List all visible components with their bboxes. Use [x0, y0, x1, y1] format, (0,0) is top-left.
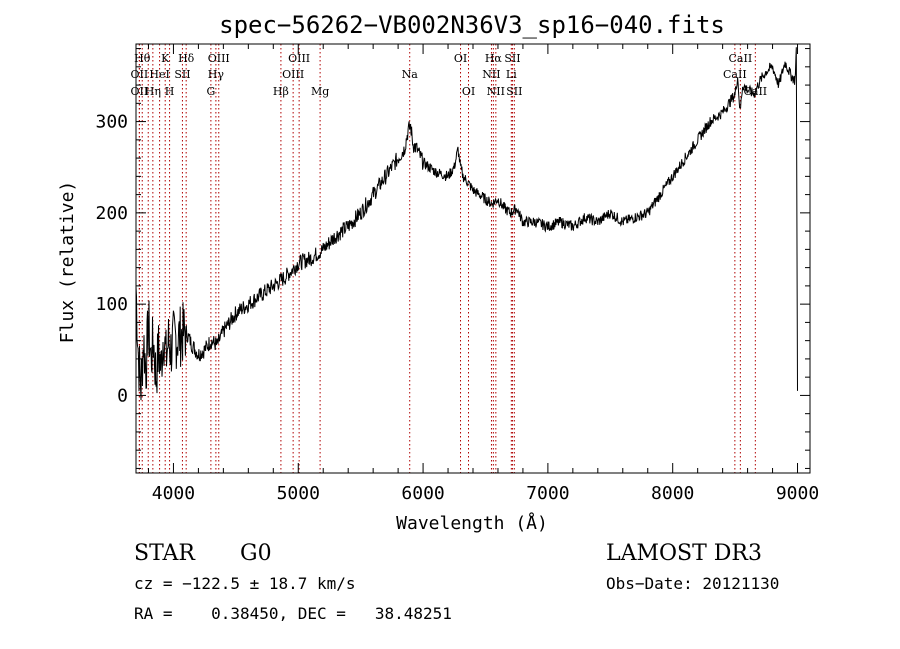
line-label: OIII: [208, 52, 230, 65]
spectral-line-labels: HθOIIOIIHηHeIKHSIIHδGHγOIIIHβOIIIOIIIMgN…: [131, 52, 768, 98]
line-label: SII: [506, 85, 522, 98]
object-subclass: G0: [240, 541, 272, 566]
line-label: OI: [462, 85, 475, 98]
line-label: Hδ: [178, 52, 195, 65]
line-label: H: [165, 85, 175, 98]
line-label: Hθ: [134, 52, 151, 65]
x-tick-label: 7000: [526, 483, 569, 504]
line-label: NII: [487, 85, 505, 98]
line-label: Hβ: [273, 85, 289, 98]
line-label: Hη: [145, 85, 161, 98]
line-label: OIII: [282, 68, 304, 81]
y-axis-ticks: 0 100 200 300: [95, 48, 810, 469]
line-label: NII: [482, 68, 500, 81]
line-label: G: [206, 85, 215, 98]
survey-name: LAMOST DR3: [606, 541, 762, 566]
chart-title: spec−56262−VB002N36V3_sp16−040.fits: [219, 11, 725, 39]
coordinates: RA = 0.38450, DEC = 38.48251: [134, 604, 452, 623]
x-tick-label: 4000: [152, 483, 195, 504]
spectrum-series: [135, 47, 798, 401]
line-label: OIII: [288, 52, 310, 65]
y-tick-label: 0: [117, 385, 128, 406]
line-label: SII: [174, 68, 190, 81]
x-tick-label: 9000: [776, 483, 819, 504]
spectral-line-markers: [138, 44, 756, 473]
line-label: OII: [131, 68, 149, 81]
line-label: Hα: [485, 52, 503, 65]
y-tick-label: 200: [95, 203, 128, 224]
y-axis-label: Flux (relative): [57, 181, 78, 344]
line-label: CaII: [723, 68, 747, 81]
x-axis-ticks: 4000 5000 6000 7000 8000 9000: [147, 44, 819, 504]
y-tick-label: 300: [95, 112, 128, 133]
line-label: Hγ: [208, 68, 225, 81]
line-label: OII: [131, 85, 149, 98]
x-axis-label: Wavelength (Å): [396, 512, 548, 534]
plot-frame: [135, 43, 811, 474]
line-label: CaII: [729, 52, 753, 65]
y-tick-label: 100: [95, 294, 128, 315]
line-label: HeI: [149, 68, 169, 81]
observation-date: Obs−Date: 20121130: [606, 574, 779, 593]
line-label: Li: [506, 68, 517, 81]
x-tick-label: 8000: [651, 483, 694, 504]
object-class: STAR: [134, 541, 196, 566]
line-label: K: [161, 52, 170, 65]
line-label: Na: [402, 68, 419, 81]
line-label: SII: [504, 52, 520, 65]
line-label: OI: [454, 52, 467, 65]
x-tick-label: 5000: [277, 483, 320, 504]
line-label: Mg: [311, 85, 329, 98]
redshift-velocity: cz = −122.5 ± 18.7 km/s: [134, 574, 356, 593]
x-tick-label: 6000: [401, 483, 444, 504]
